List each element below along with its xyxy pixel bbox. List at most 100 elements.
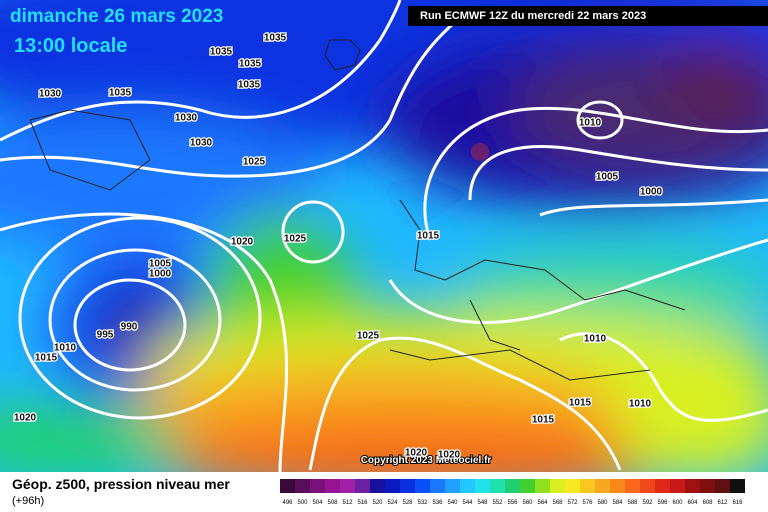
- isobar-label: 1020: [438, 450, 461, 461]
- scale-label: 592: [642, 500, 653, 506]
- scale-label: 512: [342, 500, 353, 506]
- scale-swatch: [325, 479, 340, 493]
- scale-label: 584: [612, 500, 623, 506]
- low-center: [471, 143, 489, 161]
- scale-swatch: [595, 479, 610, 493]
- scale-swatch: [430, 479, 445, 493]
- scale-swatch: [295, 479, 310, 493]
- isobar-label: 1010: [579, 118, 602, 129]
- scale-label: 564: [537, 500, 548, 506]
- isobar-label: 1035: [238, 80, 261, 91]
- footer-title: Géop. z500, pression niveau mer: [12, 476, 230, 492]
- date: dimanche 26 mars 2023: [10, 6, 223, 27]
- scale-swatch: [715, 479, 730, 493]
- scale-label: 588: [627, 500, 638, 506]
- time: 13:00 locale: [14, 35, 127, 57]
- scale-label: 552: [492, 500, 503, 506]
- color-scale: 496 500 504 508 512 516 520 524 528 532 536 540 544 5…: [280, 479, 745, 506]
- scale-swatch: [445, 479, 460, 493]
- scale-swatch: [610, 479, 625, 493]
- isobar-label: 1035: [239, 59, 262, 70]
- scale-swatch: [535, 479, 550, 493]
- isobar-label: 1035: [210, 47, 233, 58]
- isobar-label: 1035: [109, 88, 132, 99]
- isobar-label: 1015: [569, 398, 592, 409]
- scale-label: 556: [507, 500, 518, 506]
- scale-swatch: [385, 479, 400, 493]
- scale-label: 612: [717, 500, 728, 506]
- field: [0, 0, 768, 472]
- isobar-label: 1005: [596, 172, 619, 183]
- isobar-label: 1010: [584, 334, 607, 345]
- scale-swatch: [370, 479, 385, 493]
- scale-label: 608: [702, 500, 713, 506]
- scale-label: 496: [282, 500, 293, 506]
- scale-swatch: [340, 479, 355, 493]
- isobar-label: 1030: [190, 138, 213, 149]
- scale-label: 596: [657, 500, 668, 506]
- scale-swatch: [280, 479, 295, 493]
- scale-swatch: [310, 479, 325, 493]
- scale-swatch: [505, 479, 520, 493]
- isobars: [0, 0, 768, 472]
- isobar-label: 1030: [39, 89, 62, 100]
- scale-label: 500: [297, 500, 308, 506]
- scale-label: 580: [597, 500, 608, 506]
- scale-swatch: [565, 479, 580, 493]
- scale-swatch: [400, 479, 415, 493]
- isobar-label: 1020: [14, 413, 37, 424]
- coastline: [389, 199, 686, 381]
- isobar-label: 1015: [35, 353, 58, 364]
- isobar-label: 1020: [405, 448, 428, 459]
- isobar-label: 1025: [284, 234, 307, 245]
- scale-label: 548: [477, 500, 488, 506]
- scale-label: 532: [417, 500, 428, 506]
- scale-label: 576: [582, 500, 593, 506]
- isobar-label: 1020: [231, 237, 254, 248]
- scale-label: 524: [387, 500, 398, 506]
- scale-label: 540: [447, 500, 458, 506]
- scale-label: 508: [327, 500, 338, 506]
- scale-label: 604: [687, 500, 698, 506]
- isobar-label: 995: [97, 330, 114, 341]
- scale-swatch: [415, 479, 430, 493]
- isobar-label: 1010: [629, 399, 652, 410]
- scale-label: 568: [552, 500, 563, 506]
- scale-swatch: [580, 479, 595, 493]
- isobar-label: 1025: [243, 157, 266, 168]
- isobar-labels: 1035 1035 1035 1035 1030 1035 1030 1030 1025 1010…: [13, 31, 664, 462]
- scale-label: 516: [357, 500, 368, 506]
- scale-swatch: [550, 479, 565, 493]
- copyright: Copyright 2023 Meteociel.fr: [361, 455, 492, 466]
- isobar-label: 1000: [149, 269, 172, 280]
- scale-label: 560: [522, 500, 533, 506]
- scale-swatch: [685, 479, 700, 493]
- isobar-label: 1035: [264, 33, 287, 44]
- scale-swatch: [460, 479, 475, 493]
- coastline: [29, 39, 361, 191]
- scale-swatch: [655, 479, 670, 493]
- scale-label: 520: [372, 500, 383, 506]
- scale-swatch: [355, 479, 370, 493]
- scale-label: 504: [312, 500, 323, 506]
- isobar-label: 1025: [357, 331, 380, 342]
- isobar-label: 990: [121, 322, 138, 333]
- scale-swatch: [700, 479, 715, 493]
- scale-label: 528: [402, 500, 413, 506]
- scale-label: 572: [567, 500, 578, 506]
- scale-label: 616: [732, 500, 743, 506]
- scale-label: 536: [432, 500, 443, 506]
- scale-label: 600: [672, 500, 683, 506]
- scale-swatch: [640, 479, 655, 493]
- run-info: Run ECMWF 12Z du mercredi 22 mars 2023: [420, 10, 646, 22]
- isobar-label: 1015: [417, 231, 440, 242]
- scale-swatch: [490, 479, 505, 493]
- lead-time: (+96h): [12, 495, 44, 507]
- scale-swatch: [520, 479, 535, 493]
- scale-swatch: [730, 479, 745, 493]
- scale-swatch: [670, 479, 685, 493]
- run-banner: [408, 6, 768, 26]
- scale-label: 544: [462, 500, 473, 506]
